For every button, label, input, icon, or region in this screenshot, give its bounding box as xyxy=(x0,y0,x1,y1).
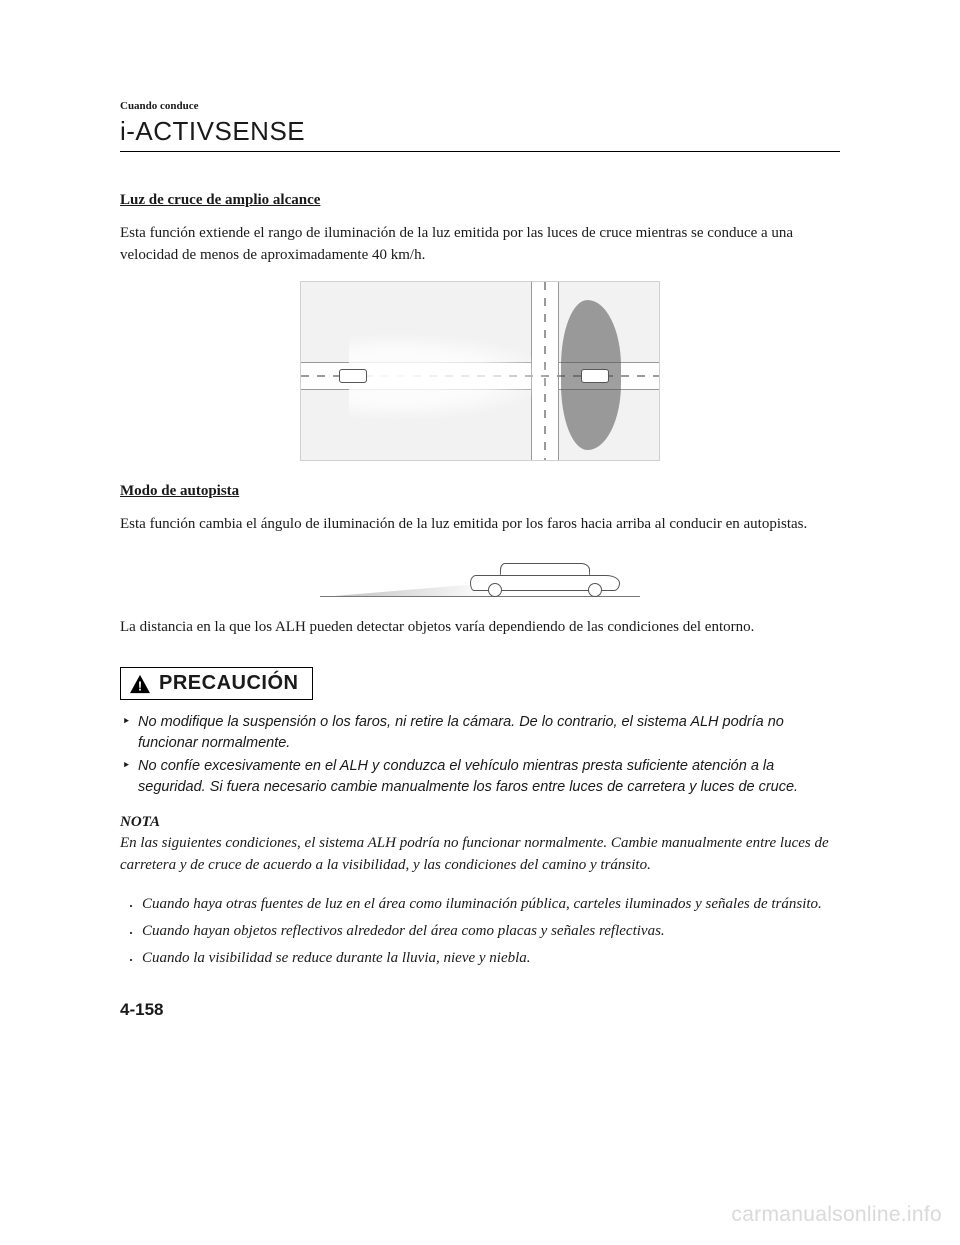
watermark: carmanualsonline.info xyxy=(731,1203,942,1227)
header-title: i-ACTIVSENSE xyxy=(120,116,840,147)
manual-page: Cuando conduce i-ACTIVSENSE Luz de cruce… xyxy=(0,0,960,1080)
caution-list: No modifique la suspensión o los faros, … xyxy=(120,712,840,798)
header-chapter: Cuando conduce xyxy=(120,100,840,112)
subheading-wide-low-beam: Luz de cruce de amplio alcance xyxy=(120,192,840,209)
nota-intro: En las siguientes condiciones, el sistem… xyxy=(120,833,840,877)
nota-heading: NOTA xyxy=(120,814,840,831)
nota-item: Cuando haya otras fuentes de luz en el á… xyxy=(142,893,840,916)
caution-item: No confíe excesivamente en el ALH y cond… xyxy=(138,756,840,798)
nota-list: Cuando haya otras fuentes de luz en el á… xyxy=(120,893,840,971)
page-number: 4-158 xyxy=(120,1000,840,1020)
figure-car-side-beam xyxy=(320,549,640,609)
nota-item: Cuando hayan objetos reflectivos alreded… xyxy=(142,920,840,943)
text-wide-low-beam: Esta función extiende el rango de ilumin… xyxy=(120,223,840,267)
caution-item: No modifique la suspensión o los faros, … xyxy=(138,712,840,754)
svg-text:!: ! xyxy=(138,678,142,693)
text-alh-distance: La distancia en la que los ALH pueden de… xyxy=(120,617,840,639)
caution-label: PRECAUCIÓN xyxy=(159,672,298,695)
nota-item: Cuando la visibilidad se reduce durante … xyxy=(142,947,840,970)
header-rule xyxy=(120,151,840,152)
warning-icon: ! xyxy=(129,674,151,694)
subheading-highway-mode: Modo de autopista xyxy=(120,483,840,500)
text-highway-mode: Esta función cambia el ángulo de ilumina… xyxy=(120,514,840,536)
figure-intersection-beam xyxy=(300,281,660,461)
caution-box: ! PRECAUCIÓN xyxy=(120,667,313,700)
